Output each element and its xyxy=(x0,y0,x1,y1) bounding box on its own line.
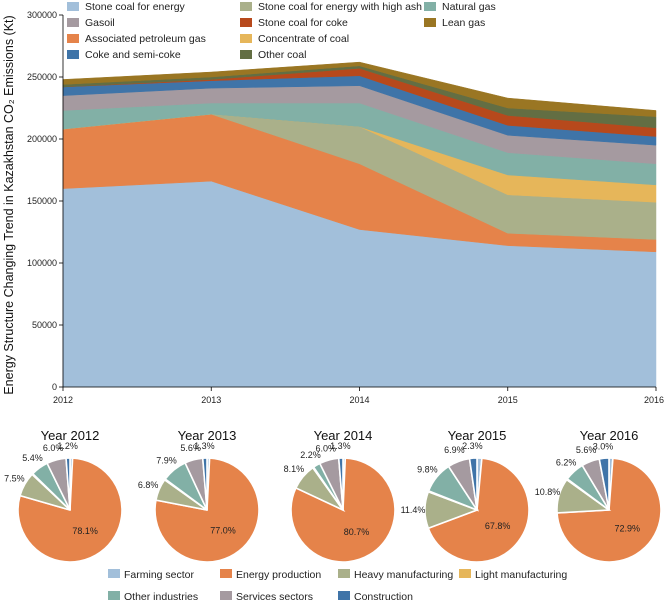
legend-label-concentrate-of-coal: Concentrate of coal xyxy=(258,33,349,45)
y-tick-label: 150000 xyxy=(27,196,57,206)
y-tick-label: 100000 xyxy=(27,258,57,268)
pie-legend-label-energy-production: Energy production xyxy=(236,569,321,581)
pie-legend-label-light-manufacturing: Light manufacturing xyxy=(475,569,567,581)
y-tick-label: 250000 xyxy=(27,72,57,82)
legend-label-stone-coal-for-coke: Stone coal for coke xyxy=(258,17,348,29)
pie-data-label: 11.4% xyxy=(401,505,426,515)
x-tick-label: 2016 xyxy=(644,395,664,405)
legend-swatch-natural-gas xyxy=(424,2,436,11)
legend-swatch-stone-coal-for-energy-with-high-ash xyxy=(240,2,252,11)
pie-data-label: 7.9% xyxy=(156,455,177,465)
pie-title: Year 2015 xyxy=(448,428,507,443)
pie-data-label: 1.3% xyxy=(330,441,351,451)
pie-legend-swatch-other-industries xyxy=(108,591,120,600)
pie-title: Year 2016 xyxy=(580,428,639,443)
pie-year-2015: Year 2015 67.8% 11.4% 9.8% 6.9%2.3% xyxy=(401,428,530,563)
y-tick-label: 50000 xyxy=(32,320,57,330)
legend-swatch-associated-petroleum-gas xyxy=(67,34,79,43)
pie-legend-label-other-industries: Other industries xyxy=(124,591,198,603)
pie-legend-swatch-energy-production xyxy=(220,569,232,578)
x-tick-label: 2014 xyxy=(349,395,369,405)
legend-swatch-stone-coal-for-energy xyxy=(67,2,79,11)
pie-data-label: 1.2% xyxy=(57,441,78,451)
pie-data-label: 10.8% xyxy=(535,487,561,497)
legend-label-coke-and-semi-coke: Coke and semi-coke xyxy=(85,49,181,61)
legend-label-lean-gas: Lean gas xyxy=(442,17,485,29)
pie-data-label: 6.8% xyxy=(138,480,159,490)
pie-legend-label-farming-sector: Farming sector xyxy=(124,569,195,581)
pie-data-label: 3.0% xyxy=(593,441,614,451)
pie-slice-construction xyxy=(65,457,71,511)
pie-data-label: 5.4% xyxy=(22,453,43,463)
pie-slice-construction xyxy=(337,457,344,511)
pie-slice-construction xyxy=(598,457,610,511)
pie-data-label: 72.9% xyxy=(614,524,640,534)
legend-label-stone-coal-for-energy-with-high-ash: Stone coal for energy with high ash xyxy=(258,1,422,13)
pie-data-label: 8.1% xyxy=(284,464,305,474)
legend-swatch-coke-and-semi-coke xyxy=(67,50,79,59)
pie-data-label: 2.3% xyxy=(462,441,483,451)
pie-legend-swatch-farming-sector xyxy=(108,569,120,578)
x-tick-label: 2012 xyxy=(53,395,73,405)
pie-data-label: 2.2% xyxy=(300,450,321,460)
pie-slice-construction xyxy=(201,457,208,511)
pie-legend-label-services-sectors: Services sectors xyxy=(236,591,313,603)
legend-label-associated-petroleum-gas: Associated petroleum gas xyxy=(85,33,206,45)
pie-legend-label-heavy-manufacturing: Heavy manufacturing xyxy=(354,569,453,581)
pie-data-label: 6.0% xyxy=(43,443,64,453)
pie-data-label: 80.7% xyxy=(344,527,370,537)
legend-swatch-gasoil xyxy=(67,18,79,27)
legend-label-natural-gas: Natural gas xyxy=(442,1,496,13)
pie-title: Year 2013 xyxy=(178,428,237,443)
pie-data-label: 78.1% xyxy=(72,526,98,536)
pie-year-2013: Year 2013 77.0% 6.8% 7.9%5.6%1.3% xyxy=(138,428,260,563)
pie-year-2014: Year 2014 80.7% 8.1% 2.2%6.0%1.3% xyxy=(284,428,396,563)
area-legend: Stone coal for energy Stone coal for ener… xyxy=(67,1,496,61)
y-tick-label: 300000 xyxy=(27,10,57,20)
legend-swatch-stone-coal-for-coke xyxy=(240,18,252,27)
pie-data-label: 77.0% xyxy=(210,525,236,535)
area-chart: 0 50000 100000 150000 200000 250000 300000 2012… xyxy=(2,1,664,405)
pie-legend: Farming sector Energy production Heavy man… xyxy=(108,569,567,603)
pie-title: Year 2014 xyxy=(314,428,373,443)
pie-year-2012: Year 2012 78.1% 7.5% 5.4%6.0%1.2% xyxy=(4,428,123,563)
pie-year-2016: Year 2016 72.9% 10.8% 6.2% 5.6%3.0% xyxy=(535,428,662,563)
pie-data-label: 7.5% xyxy=(4,473,25,483)
legend-swatch-lean-gas xyxy=(424,18,436,27)
pie-data-label: 6.9% xyxy=(444,445,465,455)
pie-data-label: 5.6% xyxy=(576,445,597,455)
pie-legend-label-construction: Construction xyxy=(354,591,413,603)
pie-data-label: 67.8% xyxy=(485,521,511,531)
pie-legend-swatch-construction xyxy=(338,591,350,600)
legend-swatch-other-coal xyxy=(240,50,252,59)
pie-slice-construction xyxy=(468,457,478,511)
pie-data-label: 5.6% xyxy=(180,443,201,453)
x-tick-label: 2015 xyxy=(498,395,518,405)
pie-legend-swatch-light-manufacturing xyxy=(459,569,471,578)
pie-data-label: 6.0% xyxy=(316,443,337,453)
pie-title: Year 2012 xyxy=(41,428,100,443)
y-tick-label: 0 xyxy=(52,382,57,392)
pie-legend-swatch-services-sectors xyxy=(220,591,232,600)
legend-label-stone-coal-for-energy: Stone coal for energy xyxy=(85,1,186,13)
pie-data-label: 9.8% xyxy=(417,465,438,475)
area-series-lean-gas xyxy=(62,61,657,117)
legend-swatch-concentrate-of-coal xyxy=(240,34,252,43)
legend-label-gasoil: Gasoil xyxy=(85,17,115,29)
legend-label-other-coal: Other coal xyxy=(258,49,306,61)
y-axis-label: Energy Structure Changing Trend in Kazak… xyxy=(2,15,16,394)
y-tick-label: 200000 xyxy=(27,134,57,144)
pie-legend-swatch-heavy-manufacturing xyxy=(338,569,350,578)
pie-data-label: 1.3% xyxy=(194,441,215,451)
pie-data-label: 6.2% xyxy=(556,458,577,468)
x-tick-label: 2013 xyxy=(201,395,221,405)
